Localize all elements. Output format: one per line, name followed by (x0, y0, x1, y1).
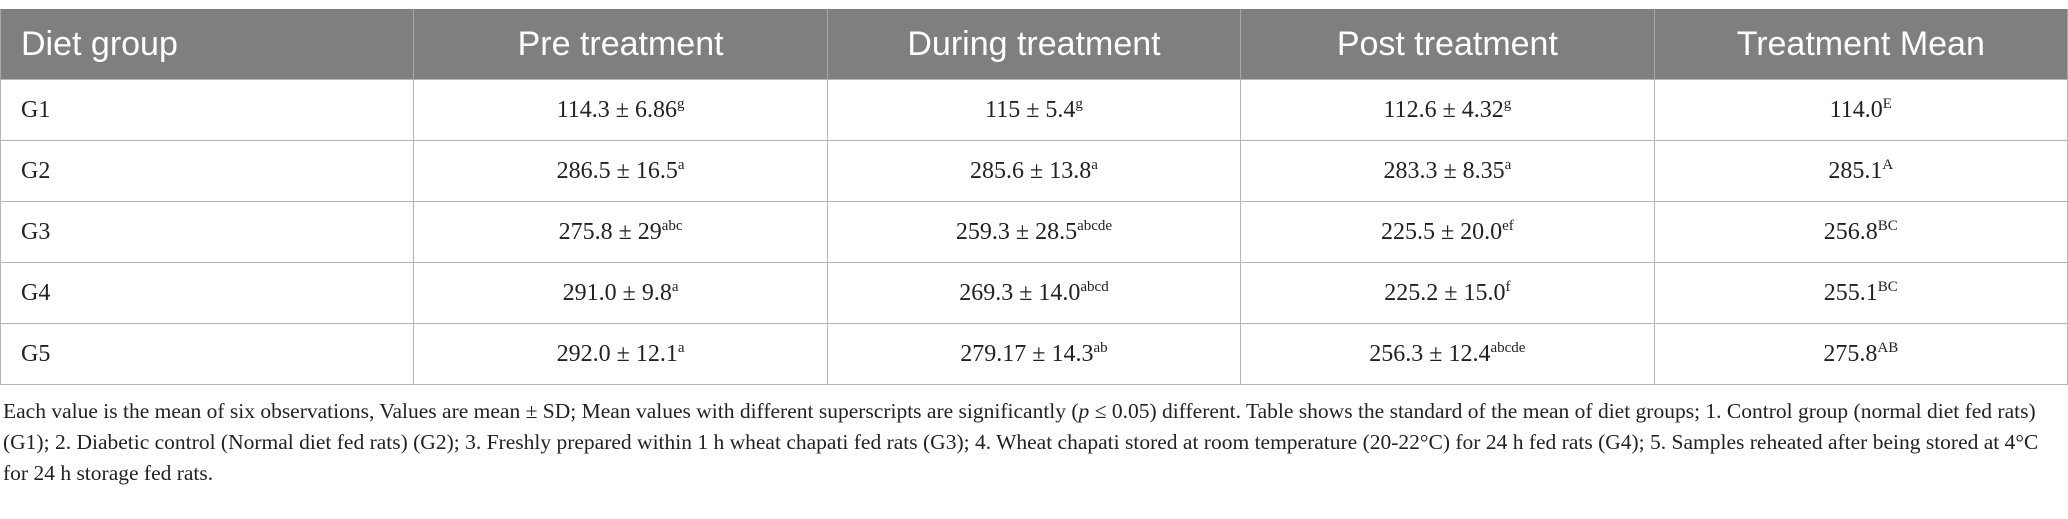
data-table: Diet group Pre treatment During treatment P… (0, 9, 2068, 385)
value-cell: 275.8AB (1653, 323, 2068, 385)
value-cell: 115 ± 5.4g (826, 79, 1242, 141)
cell-value: 114.0 (1829, 96, 1883, 123)
cell-superscript: abcde (1077, 217, 1113, 234)
value-cell: 256.8BC (1653, 201, 2068, 263)
value-cell: 114.0E (1653, 79, 2068, 141)
table-row: G3 275.8 ± 29abc 259.3 ± 28.5abcde 225.5 ± … (0, 201, 2068, 263)
cell-superscript: g (1075, 95, 1083, 112)
cell-superscript: a (671, 278, 679, 295)
cell-superscript: f (1505, 278, 1511, 295)
value-cell: 291.0 ± 9.8a (413, 262, 828, 324)
cell-superscript: AB (1877, 339, 1899, 356)
value-cell: 225.5 ± 20.0ef (1240, 201, 1655, 263)
footnote: Each value is the mean of six observatio… (3, 396, 2063, 489)
table-row: G2 286.5 ± 16.5a 285.6 ± 13.8a 283.3 ± 8.35… (0, 140, 2068, 202)
cell-value: 285.6 ± 13.8 (970, 157, 1092, 184)
cell-value: 286.5 ± 16.5 (556, 157, 678, 184)
cell-superscript: abcd (1080, 278, 1109, 295)
cell-superscript: abc (661, 217, 683, 234)
cell-superscript: a (1091, 156, 1098, 173)
cell-value: 292.0 ± 12.1 (556, 340, 678, 367)
header-cell: Treatment Mean (1653, 9, 2068, 80)
cell-superscript: g (1503, 95, 1512, 112)
cell-superscript: BC (1877, 278, 1898, 295)
cell-superscript: a (1504, 156, 1512, 173)
cell-value: 255.1 (1823, 279, 1878, 306)
group-cell: G4 (0, 262, 415, 324)
value-cell: 283.3 ± 8.35a (1240, 140, 1655, 202)
header-cell: Post treatment (1240, 9, 1655, 80)
cell-superscript: ab (1093, 339, 1108, 356)
value-cell: 279.17 ± 14.3ab (826, 323, 1242, 385)
header-cell: Pre treatment (413, 9, 828, 80)
footnote-italic: p (1078, 399, 1090, 423)
table-row: G4 291.0 ± 9.8a 269.3 ± 14.0abcd 225.2 ± 15… (0, 262, 2068, 324)
value-cell: 225.2 ± 15.0f (1240, 262, 1655, 324)
cell-superscript: BC (1877, 217, 1898, 234)
cell-value: 225.5 ± 20.0 (1380, 218, 1503, 245)
cell-superscript: a (677, 156, 685, 173)
cell-value: 225.2 ± 15.0 (1384, 279, 1506, 306)
value-cell: 112.6 ± 4.32g (1240, 79, 1655, 141)
cell-superscript: A (1882, 156, 1894, 173)
group-cell: G1 (0, 79, 415, 141)
cell-superscript: ef (1502, 217, 1514, 234)
value-cell: 259.3 ± 28.5abcde (826, 201, 1242, 263)
value-cell: 286.5 ± 16.5a (413, 140, 828, 202)
table-head: Diet group Pre treatment During treatment P… (0, 9, 2068, 80)
cell-value: 112.6 ± 4.32 (1383, 96, 1504, 123)
cell-value: 291.0 ± 9.8 (562, 279, 672, 306)
value-cell: 256.3 ± 12.4abcde (1240, 323, 1655, 385)
cell-value: 283.3 ± 8.35 (1383, 157, 1505, 184)
cell-value: 115 ± 5.4 (985, 96, 1076, 123)
group-cell: G5 (0, 323, 415, 385)
cell-superscript: E (1882, 95, 1892, 112)
header-row: Diet group Pre treatment During treatment P… (0, 9, 2068, 80)
cell-value: 256.3 ± 12.4 (1369, 340, 1491, 367)
value-cell: 292.0 ± 12.1a (413, 323, 828, 385)
cell-value: 285.1 (1828, 157, 1883, 184)
value-cell: 275.8 ± 29abc (413, 201, 828, 263)
table-row: G5 292.0 ± 12.1a 279.17 ± 14.3ab 256.3 ± 12… (0, 323, 2068, 385)
cell-value: 256.8 (1823, 218, 1878, 245)
cell-value: 114.3 ± 6.86 (556, 96, 677, 123)
value-cell: 269.3 ± 14.0abcd (826, 262, 1242, 324)
table-body: G1 114.3 ± 6.86g 115 ± 5.4g 112.6 ± 4.32g 11… (0, 79, 2068, 385)
cell-value: 259.3 ± 28.5 (955, 218, 1078, 245)
cell-superscript: abcde (1490, 339, 1526, 356)
footnote-text: Each value is the mean of six observatio… (3, 399, 1079, 423)
value-cell: 255.1BC (1653, 262, 2068, 324)
group-cell: G3 (0, 201, 415, 263)
cell-superscript: a (677, 339, 685, 356)
group-cell: G2 (0, 140, 415, 202)
cell-superscript: g (676, 95, 685, 112)
cell-value: 269.3 ± 14.0 (959, 279, 1081, 306)
header-cell: During treatment (826, 9, 1242, 80)
table-row: G1 114.3 ± 6.86g 115 ± 5.4g 112.6 ± 4.32g 11… (0, 79, 2068, 141)
cell-value: 275.8 (1823, 340, 1878, 367)
value-cell: 285.6 ± 13.8a (826, 140, 1242, 202)
value-cell: 114.3 ± 6.86g (413, 79, 828, 141)
cell-value: 279.17 ± 14.3 (960, 340, 1094, 367)
cell-value: 275.8 ± 29 (558, 218, 662, 245)
value-cell: 285.1A (1653, 140, 2068, 202)
header-cell: Diet group (0, 9, 415, 80)
footnote-text: ≤ 0.05) different. Table shows the stand… (3, 399, 2039, 485)
